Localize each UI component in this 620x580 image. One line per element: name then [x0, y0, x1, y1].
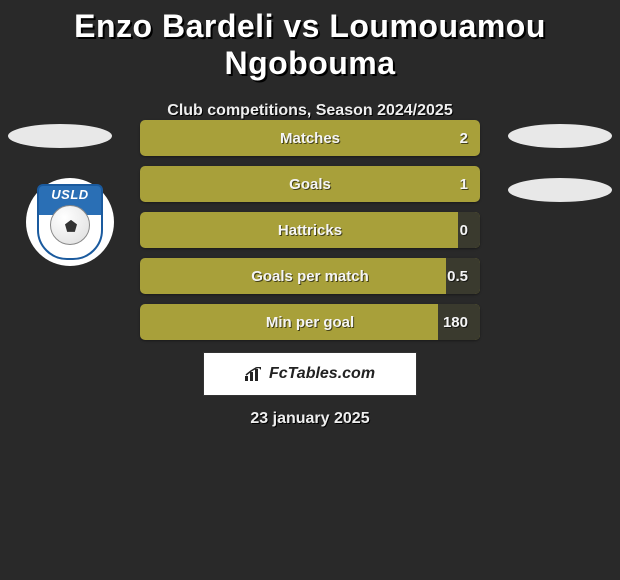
stat-label: Goals per match	[140, 268, 480, 285]
club-left-badge: USLD	[26, 178, 114, 266]
stat-list: Matches2Goals1Hattricks0Goals per match0…	[140, 120, 480, 350]
stat-row: Goals1	[140, 166, 480, 202]
stat-label: Matches	[140, 130, 480, 147]
stat-label: Min per goal	[140, 314, 480, 331]
subtitle: Club competitions, Season 2024/2025	[0, 102, 620, 120]
stat-label: Hattricks	[140, 222, 480, 239]
stat-row: Min per goal180	[140, 304, 480, 340]
date-text: 23 january 2025	[0, 410, 620, 428]
player-right-avatar-placeholder	[508, 124, 612, 148]
brand-box: FcTables.com	[203, 352, 417, 396]
club-badge-label: USLD	[39, 187, 101, 202]
stat-row: Matches2	[140, 120, 480, 156]
player-left-avatar-placeholder	[8, 124, 112, 148]
soccer-ball-icon	[50, 205, 90, 245]
stat-row: Goals per match0.5	[140, 258, 480, 294]
page-title: Enzo Bardeli vs Loumouamou Ngobouma	[0, 0, 620, 82]
club-right-badge-placeholder	[508, 178, 612, 202]
stat-value: 0	[460, 222, 468, 239]
stat-row: Hattricks0	[140, 212, 480, 248]
stat-value: 180	[443, 314, 468, 331]
stat-value: 1	[460, 176, 468, 193]
stat-value: 0.5	[447, 268, 468, 285]
brand-text: FcTables.com	[269, 365, 375, 383]
stat-label: Goals	[140, 176, 480, 193]
club-badge-shield: USLD	[37, 184, 103, 260]
bar-chart-icon	[245, 367, 263, 381]
stat-value: 2	[460, 130, 468, 147]
